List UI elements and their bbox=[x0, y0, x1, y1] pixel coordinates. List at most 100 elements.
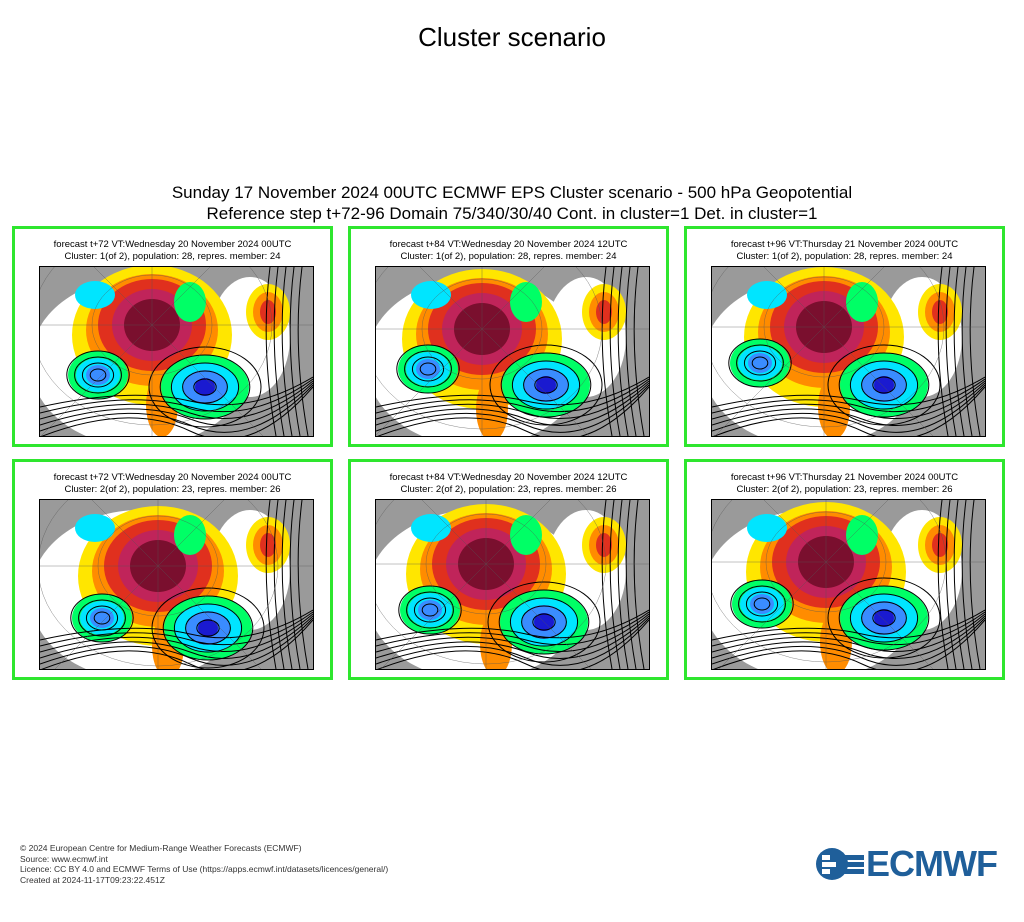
meridian-line bbox=[763, 267, 825, 328]
contour-line bbox=[376, 613, 649, 653]
panel-title-forecast: forecast t+84 VT:Wednesday 20 November 2… bbox=[389, 239, 628, 250]
contour-line bbox=[74, 356, 122, 394]
lat-lon-grid bbox=[376, 500, 649, 669]
cold-anomaly-green bbox=[174, 282, 206, 322]
cold-anomaly-core bbox=[195, 378, 215, 396]
contour-line bbox=[609, 267, 621, 436]
contour-line bbox=[509, 597, 579, 647]
warm-anomaly-red bbox=[596, 300, 612, 324]
chart-subtitle-line2: Reference step t+72-96 Domain 75/340/30/… bbox=[206, 204, 818, 223]
cold-anomaly-blue bbox=[748, 353, 772, 373]
warm-anomaly-red bbox=[260, 300, 276, 324]
contour-line bbox=[712, 380, 985, 420]
panel-title-cluster: Cluster: 2(of 2), population: 23, repres… bbox=[736, 484, 953, 495]
cold-anomaly-cyan bbox=[75, 514, 115, 542]
meridian-line bbox=[376, 328, 483, 436]
panel-title: forecast t+96 VT:Thursday 21 November 20… bbox=[687, 472, 1002, 496]
map-canvas bbox=[40, 500, 313, 669]
contour-line bbox=[601, 267, 613, 436]
contour-line bbox=[182, 370, 228, 404]
map-panel: forecast t+84 VT:Wednesday 20 November 2… bbox=[348, 226, 669, 447]
contour-line bbox=[40, 376, 313, 408]
panel-title-cluster: Cluster: 1(of 2), population: 28, repres… bbox=[64, 251, 281, 262]
contour-line bbox=[872, 376, 896, 394]
contour-line bbox=[937, 267, 949, 436]
meridian-line bbox=[481, 328, 590, 436]
contour-line bbox=[872, 609, 896, 627]
contour-line bbox=[751, 356, 769, 370]
lat-lon-grid bbox=[40, 267, 313, 436]
warm-anomaly-red bbox=[932, 533, 948, 557]
contour-line bbox=[969, 267, 981, 436]
geopotential-map bbox=[39, 266, 314, 437]
cold-anomaly-blue bbox=[90, 608, 114, 628]
meridian-line bbox=[421, 500, 487, 565]
meridian-line bbox=[823, 326, 934, 436]
contour-line bbox=[406, 591, 454, 629]
chart-subtitle-line1: Sunday 17 November 2024 00UTC ECMWF EPS … bbox=[171, 183, 853, 202]
ecmwf-logo-text: ECMWF bbox=[866, 843, 998, 884]
contour-line bbox=[712, 613, 985, 653]
contour-line bbox=[40, 615, 313, 659]
contour-line bbox=[376, 615, 649, 659]
map-canvas bbox=[376, 267, 649, 436]
geopotential-contours bbox=[376, 500, 649, 669]
cold-anomaly-core bbox=[198, 619, 218, 637]
cold-anomaly-blue bbox=[86, 365, 110, 385]
contour-line bbox=[289, 500, 301, 669]
footer-licence: Licence: CC BY 4.0 and ECMWF Terms of Us… bbox=[20, 864, 389, 874]
map-canvas bbox=[40, 267, 313, 436]
geopotential-contours bbox=[712, 267, 985, 436]
panel-title-forecast: forecast t+96 VT:Thursday 21 November 20… bbox=[730, 239, 959, 250]
map-panel: forecast t+72 VT:Wednesday 20 November 2… bbox=[12, 226, 333, 447]
contour-line bbox=[838, 352, 930, 418]
geopotential-contours bbox=[376, 267, 649, 436]
panel-title: forecast t+96 VT:Thursday 21 November 20… bbox=[687, 239, 1002, 263]
contour-line bbox=[40, 611, 313, 647]
ecmwf-logo-icon bbox=[816, 848, 864, 880]
meridian-line bbox=[485, 500, 551, 565]
contour-line bbox=[40, 382, 313, 426]
cold-anomaly-core bbox=[536, 376, 556, 394]
contour-line bbox=[376, 384, 649, 433]
contour-line bbox=[523, 368, 569, 402]
contour-line bbox=[396, 344, 460, 394]
contour-line bbox=[89, 368, 107, 382]
contour-line bbox=[265, 267, 277, 436]
contour-line bbox=[712, 617, 985, 666]
contour-line bbox=[713, 386, 985, 436]
contour-line bbox=[40, 380, 313, 420]
meridian-line bbox=[481, 267, 545, 330]
contour-line bbox=[861, 368, 907, 402]
cold-anomaly-cyan bbox=[411, 281, 451, 309]
meridian-line bbox=[763, 500, 827, 563]
panel-title-forecast: forecast t+72 VT:Wednesday 20 November 2… bbox=[53, 239, 292, 250]
contour-line bbox=[162, 595, 254, 661]
cold-anomaly-core bbox=[874, 376, 894, 394]
contour-line bbox=[625, 267, 637, 436]
contour-line bbox=[413, 597, 447, 623]
footer: © 2024 European Centre for Medium-Range … bbox=[20, 843, 388, 885]
meridian-line bbox=[825, 561, 934, 669]
contour-line bbox=[633, 500, 645, 669]
contour-line bbox=[40, 384, 313, 433]
meridian-line bbox=[380, 563, 487, 669]
contour-line bbox=[93, 611, 111, 625]
contour-line bbox=[728, 338, 792, 388]
contour-line bbox=[953, 500, 965, 669]
contour-line bbox=[712, 615, 985, 659]
map-canvas bbox=[376, 500, 649, 669]
contour-line bbox=[151, 587, 265, 669]
contour-line bbox=[376, 382, 649, 426]
meridian-line bbox=[151, 324, 264, 436]
contour-line bbox=[838, 585, 930, 651]
contour-line bbox=[745, 591, 779, 617]
contour-line bbox=[281, 500, 293, 669]
contour-line bbox=[411, 356, 445, 382]
contour-line bbox=[609, 500, 621, 669]
footer-source: Source: www.ecmwf.int bbox=[20, 853, 108, 864]
meridian-line bbox=[54, 565, 159, 669]
contour-line bbox=[712, 376, 985, 408]
map-canvas bbox=[712, 500, 985, 669]
contour-line bbox=[736, 344, 784, 382]
